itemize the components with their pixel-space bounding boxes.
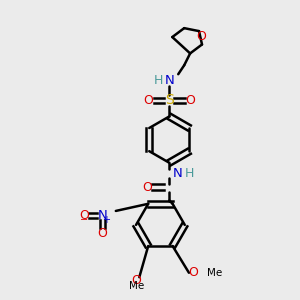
Text: Me: Me (207, 268, 222, 278)
Text: O: O (144, 94, 154, 107)
Text: O: O (98, 227, 107, 240)
Text: N: N (98, 209, 107, 222)
Text: N: N (173, 167, 182, 180)
Text: O: O (79, 209, 89, 222)
Text: −: − (80, 215, 88, 225)
Text: H: H (184, 167, 194, 180)
Text: O: O (142, 181, 152, 194)
Text: O: O (185, 94, 195, 107)
Text: N: N (164, 74, 174, 87)
Text: S: S (165, 93, 174, 107)
Text: H: H (153, 74, 163, 87)
Text: +: + (102, 215, 110, 225)
Text: Me: Me (129, 281, 144, 291)
Text: O: O (131, 274, 141, 287)
Text: O: O (196, 30, 206, 43)
Text: O: O (188, 266, 198, 279)
